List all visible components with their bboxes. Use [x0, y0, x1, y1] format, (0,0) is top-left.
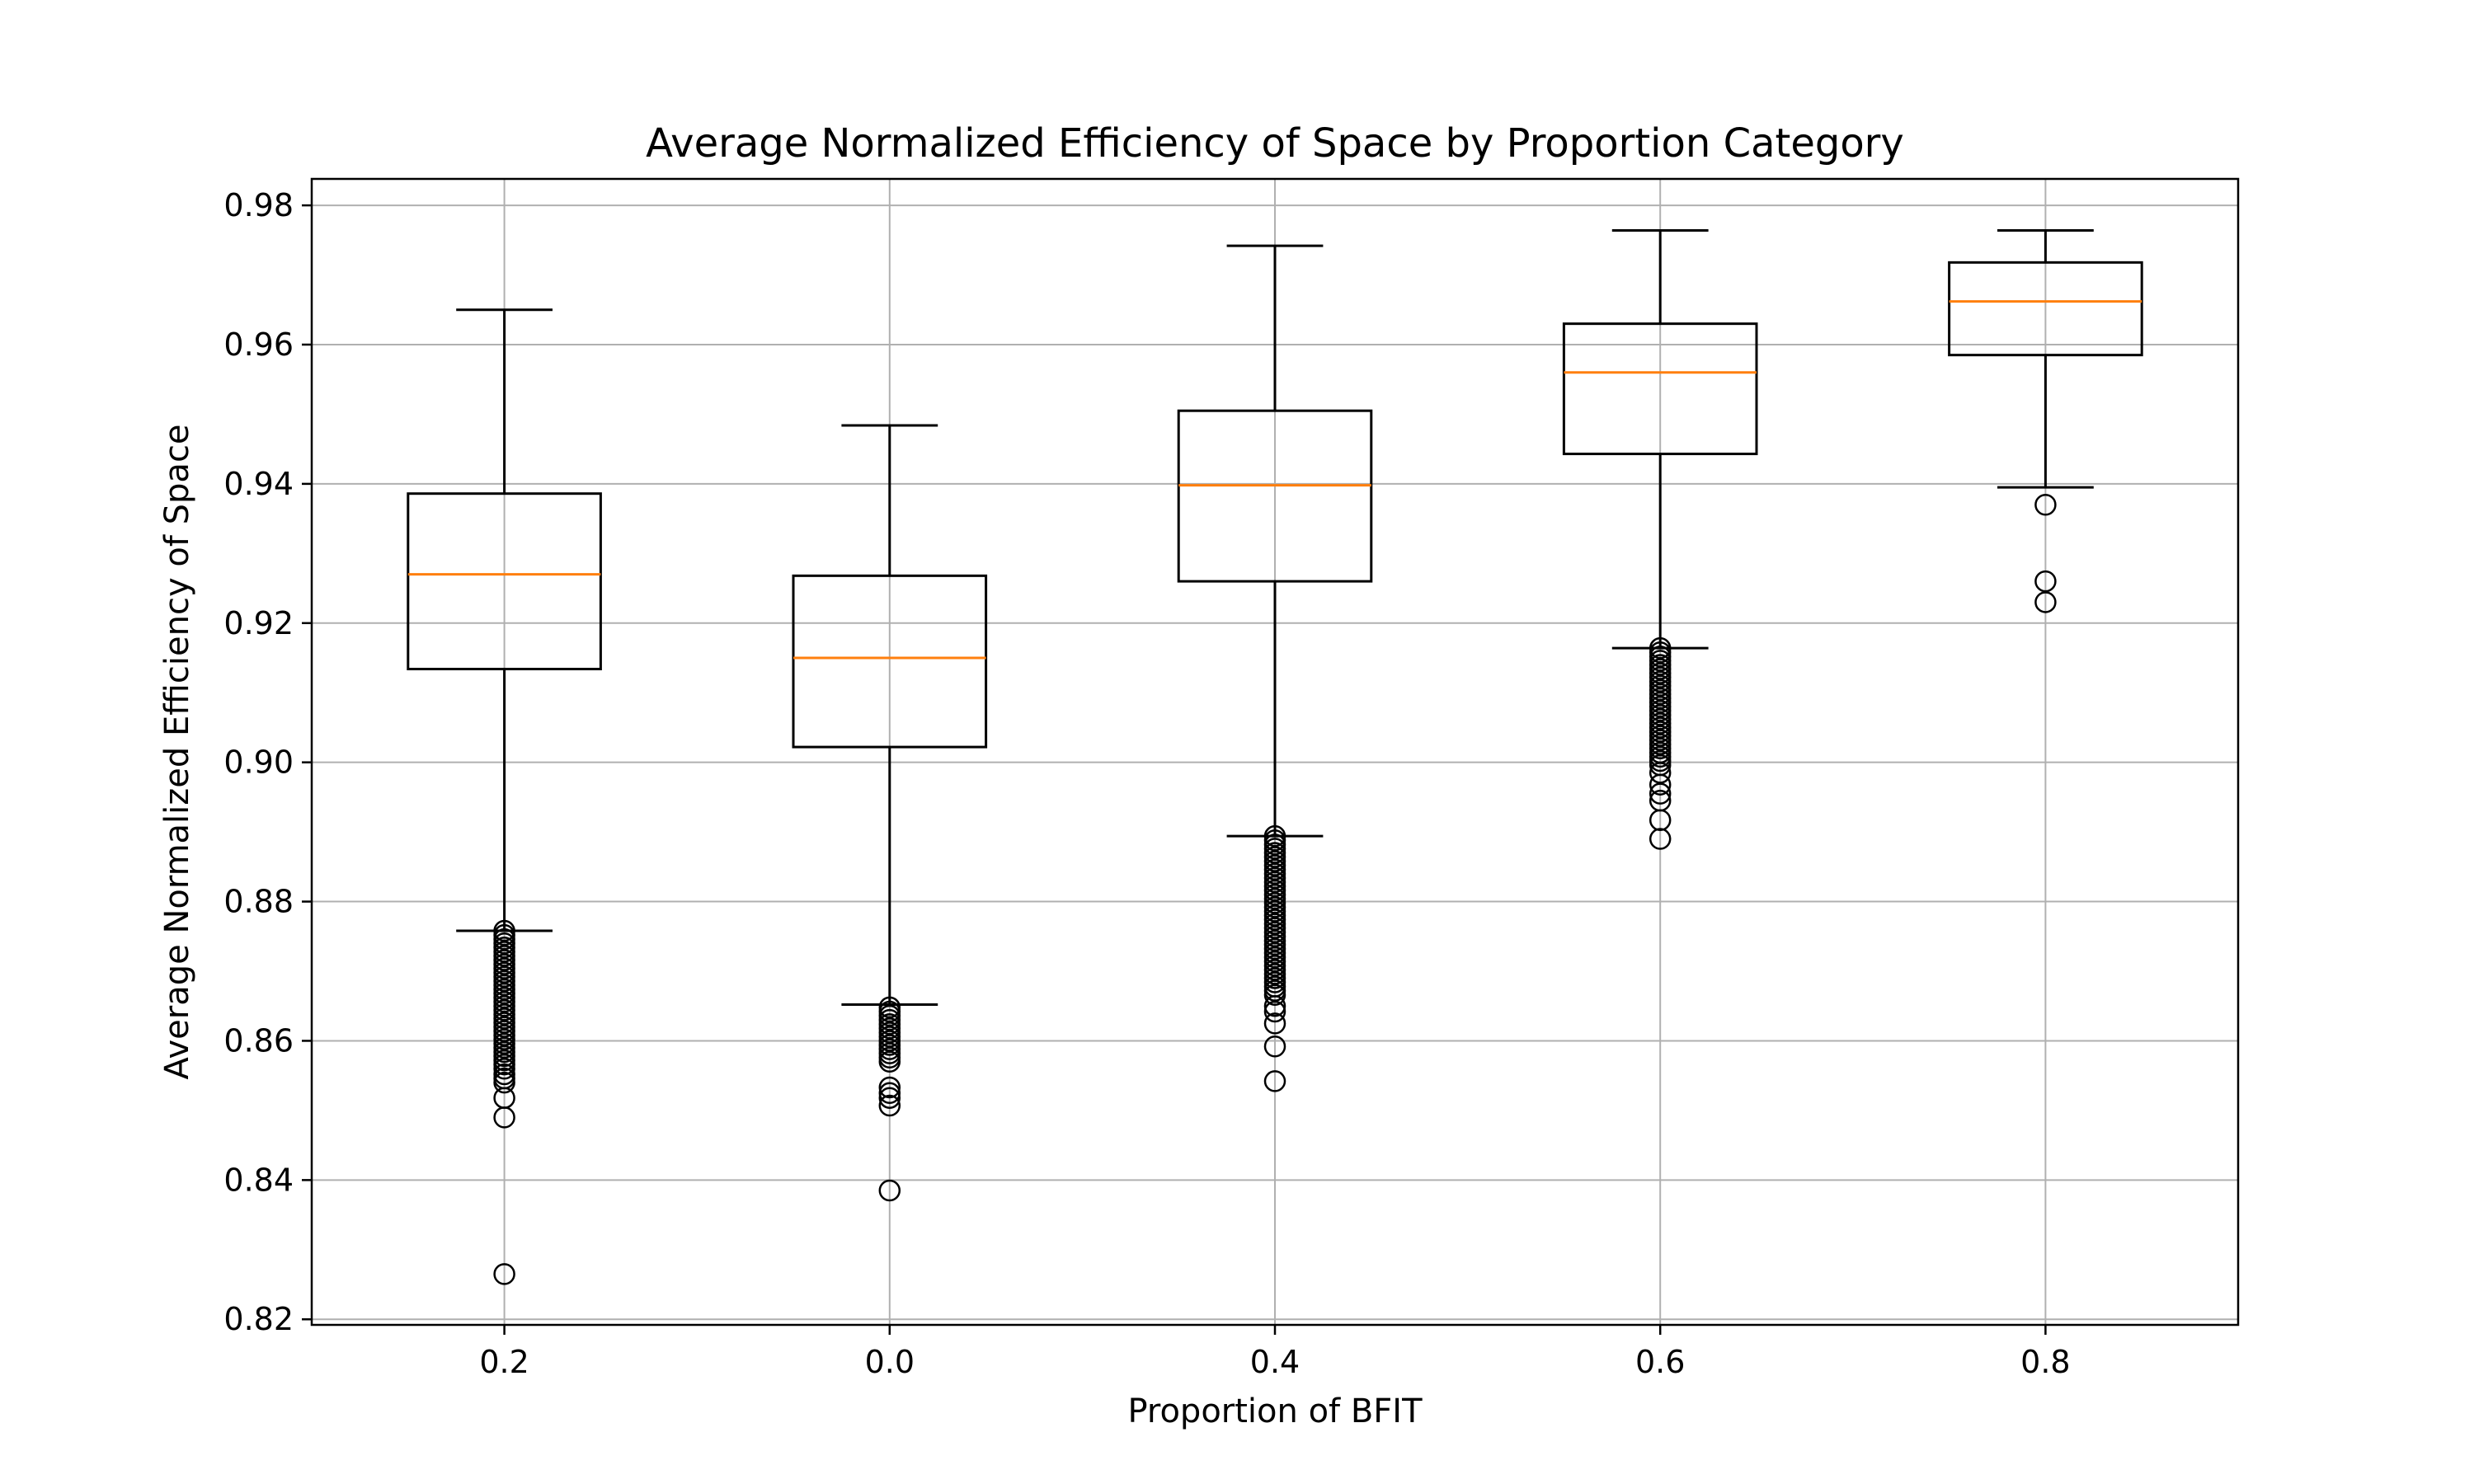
box-0.2: [407, 308, 602, 1285]
y-tick-label: 0.82: [223, 1301, 294, 1337]
y-tick-label: 0.84: [223, 1162, 294, 1198]
outlier-point: [493, 1263, 515, 1285]
x-axis-ticks: 0.2 0.0 0.4 0.6 0.8: [479, 1325, 2071, 1380]
outlier-point: [1263, 1000, 1286, 1023]
y-tick-label: 0.98: [223, 187, 294, 223]
outlier-point: [878, 1076, 901, 1099]
x-tick-label: 0.0: [865, 1344, 915, 1380]
box-0.4: [1177, 244, 1373, 1092]
y-tick-label: 0.86: [223, 1022, 294, 1059]
y-tick-label: 0.90: [223, 744, 294, 781]
outlier-point: [1263, 994, 1286, 1017]
x-tick-label: 0.8: [2020, 1344, 2070, 1380]
outlier-point: [1263, 984, 1286, 1006]
outlier-point: [493, 1106, 515, 1129]
x-axis-label: Proportion of BFIT: [1127, 1392, 1423, 1430]
box-0.8: [1948, 228, 2143, 613]
outlier-point: [493, 1057, 515, 1080]
y-axis-label: Average Normalized Efficiency of Space: [158, 424, 196, 1079]
iqr-box: [1948, 261, 2143, 357]
x-tick-label: 0.4: [1250, 1344, 1300, 1380]
outlier-point: [878, 1082, 901, 1105]
chart-title: Average Normalized Efficiency of Space b…: [646, 120, 1904, 167]
y-tick-label: 0.88: [223, 884, 294, 920]
y-tick-label: 0.96: [223, 326, 294, 363]
outlier-point: [1649, 773, 1672, 796]
y-tick-label: 0.92: [223, 605, 294, 641]
outlier-point: [878, 1087, 901, 1109]
outlier-point: [2034, 570, 2057, 593]
outlier-point: [878, 1179, 901, 1202]
iqr-box: [407, 492, 602, 671]
outlier-point: [1649, 782, 1672, 805]
outlier-point: [2034, 591, 2057, 613]
outlier-point: [1263, 1070, 1286, 1092]
iqr-box: [1562, 322, 1758, 456]
y-axis-ticks: 0.82 0.84 0.86 0.88 0.90 0.92 0.94 0.96 0.98: [223, 187, 312, 1337]
outlier-point: [1263, 1035, 1286, 1058]
outlier-point: [878, 1050, 901, 1073]
x-tick-label: 0.6: [1635, 1344, 1685, 1380]
boxes: [407, 228, 2143, 1285]
iqr-box: [1177, 409, 1373, 583]
box-0.6: [1562, 228, 1758, 850]
y-tick-label: 0.94: [223, 466, 294, 502]
iqr-box: [792, 574, 988, 749]
box-0.0: [792, 424, 988, 1202]
outlier-point: [1649, 828, 1672, 850]
outlier-point: [2034, 493, 2057, 516]
outlier-point: [493, 1071, 515, 1094]
outlier-point: [1263, 1012, 1286, 1035]
outlier-point: [1649, 762, 1672, 784]
outlier-point: [878, 1094, 901, 1117]
x-tick-label: 0.2: [479, 1344, 529, 1380]
